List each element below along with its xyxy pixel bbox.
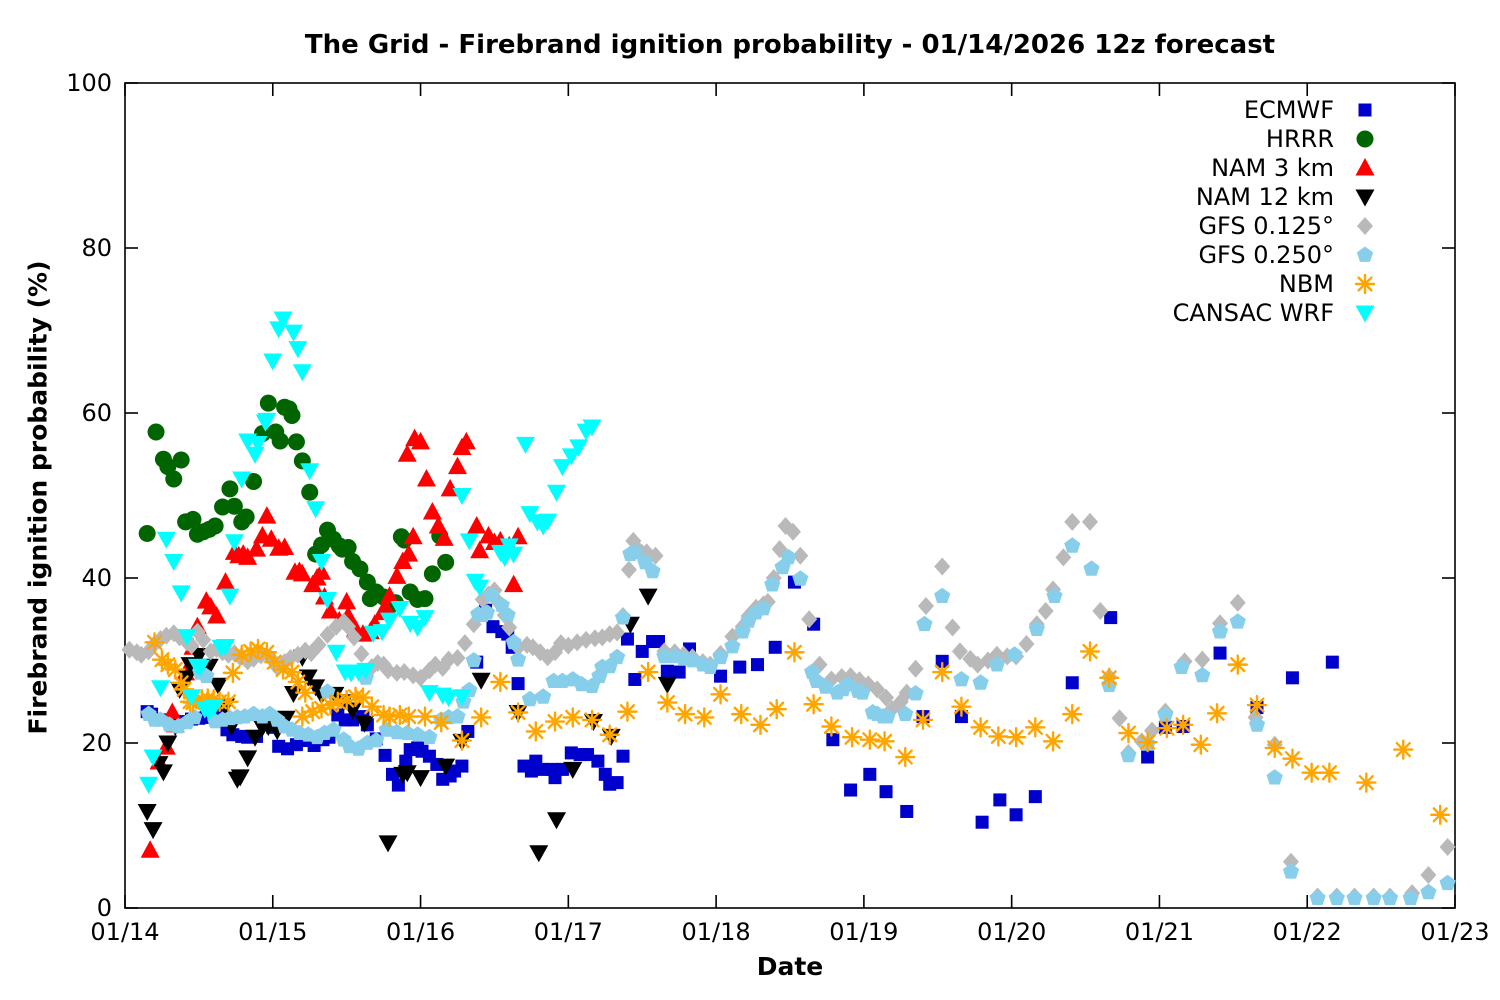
chart-title: The Grid - Firebrand ignition probabilit… — [304, 30, 1276, 60]
triangle-down-icon — [1355, 305, 1375, 322]
diamond-icon — [1357, 216, 1373, 235]
legend-label: CANSAC WRF — [1172, 298, 1334, 327]
legend-item: NAM 3 km — [1173, 153, 1382, 182]
y-tick-label: 100 — [66, 69, 112, 97]
legend-item: GFS 0.250° — [1173, 240, 1382, 269]
legend-item: ECMWF — [1173, 95, 1382, 124]
x-tick-label: 01/17 — [533, 918, 603, 946]
series-hrrr — [138, 394, 455, 615]
series-cansac-wrf — [139, 311, 602, 794]
y-tick-label: 0 — [96, 894, 112, 922]
y-tick-label: 60 — [81, 399, 112, 427]
y-tick-label: 80 — [81, 234, 112, 262]
asterisk-icon — [1354, 273, 1376, 294]
legend-label: HRRR — [1265, 124, 1334, 153]
legend-label: GFS 0.125° — [1198, 211, 1334, 240]
x-tick-label: 01/20 — [977, 918, 1047, 946]
x-axis-label: Date — [756, 952, 824, 981]
plot-frame — [124, 82, 1456, 909]
y-axis-label: Firebrand ignition probability (%) — [23, 260, 53, 735]
legend-item: CANSAC WRF — [1173, 298, 1382, 327]
triangle-down-icon — [1355, 189, 1375, 206]
pentagon-icon — [1356, 246, 1374, 262]
series-nbm — [144, 632, 1451, 825]
x-tick-label: 01/16 — [385, 918, 456, 946]
x-tick-label: 01/21 — [1124, 918, 1195, 946]
series-gfs-0-250- — [140, 537, 1456, 905]
x-tick-label: 01/22 — [1272, 918, 1342, 946]
legend-item: HRRR — [1173, 124, 1382, 153]
legend-item: GFS 0.125° — [1173, 211, 1382, 240]
circle-icon — [1356, 130, 1374, 147]
x-tick-label: 01/19 — [829, 918, 899, 946]
y-tick-label: 40 — [81, 564, 112, 592]
series-nam-3-km — [140, 428, 528, 858]
legend: ECMWF HRRR NAM 3 km NAM 12 km GFS 0.125° GFS … — [1173, 95, 1382, 327]
x-tick-label: 01/15 — [238, 918, 308, 946]
triangle-up-icon — [1355, 157, 1375, 175]
legend-label: NBM — [1278, 269, 1334, 298]
legend-label: NAM 12 km — [1195, 182, 1334, 211]
x-tick-label: 01/18 — [681, 918, 751, 946]
legend-item: NAM 12 km — [1173, 182, 1382, 211]
y-tick-label: 20 — [81, 729, 112, 757]
legend-label: ECMWF — [1243, 95, 1334, 124]
legend-item: NBM — [1173, 269, 1382, 298]
legend-label: GFS 0.250° — [1198, 240, 1334, 269]
square-icon — [1358, 103, 1372, 116]
legend-label: NAM 3 km — [1211, 153, 1334, 182]
x-tick-label: 01/23 — [1420, 918, 1490, 946]
x-tick-label: 01/14 — [90, 918, 160, 946]
